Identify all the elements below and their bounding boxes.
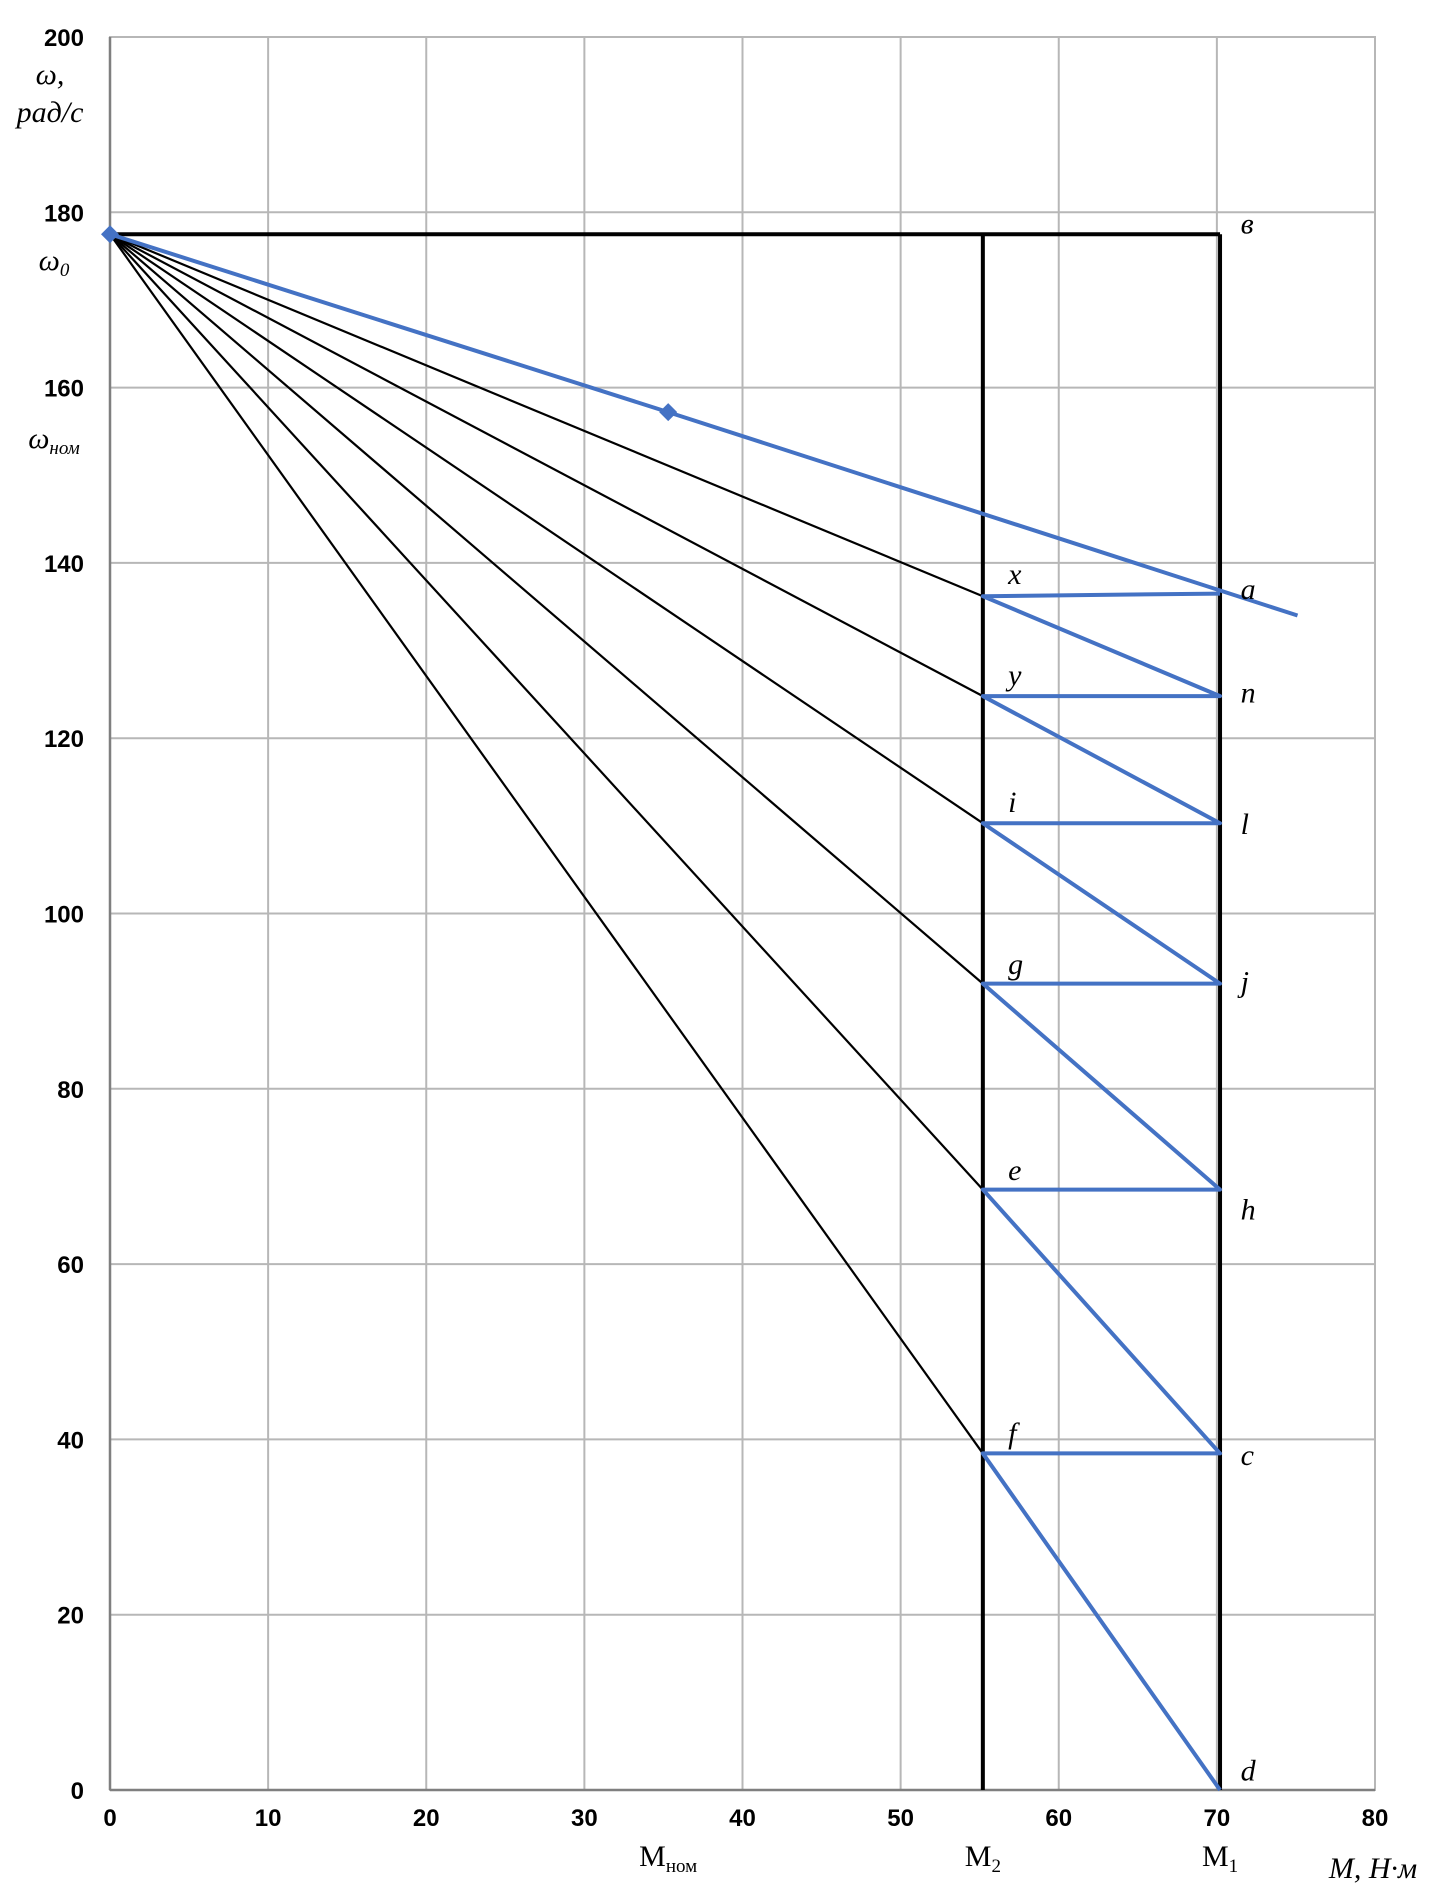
x-tick-label: 10 <box>255 1805 282 1832</box>
x-marker-label: Mном <box>639 1840 697 1877</box>
y-marker-label: ω0 <box>39 244 70 281</box>
x-tick-label: 50 <box>887 1805 914 1832</box>
y-tick-label: 0 <box>71 1778 84 1805</box>
y-tick-label: 200 <box>44 25 84 52</box>
y-tick-label: 100 <box>44 902 84 929</box>
plot-lines <box>109 232 1299 1792</box>
data-markers <box>101 225 678 422</box>
x-tick-label: 0 <box>103 1805 116 1832</box>
x-marker-label: M1 <box>1202 1840 1238 1877</box>
y-tick-label: 140 <box>44 551 84 578</box>
point-label: j <box>1237 966 1249 999</box>
x-tick-label: 80 <box>1362 1805 1389 1832</box>
grid <box>109 36 1376 1791</box>
natural-characteristic-marker <box>101 225 119 244</box>
y-tick-label: 80 <box>57 1077 84 1104</box>
axes <box>108 37 1375 1792</box>
y-axis-label-line1: ω, рад/с <box>15 58 84 129</box>
artificial-characteristic-line <box>109 233 984 1455</box>
point-label: y <box>1005 659 1022 692</box>
point-label: h <box>1241 1194 1256 1227</box>
point-label: c <box>1241 1439 1254 1472</box>
point-label: в <box>1241 207 1254 240</box>
point-label: x <box>1007 558 1022 591</box>
point-label: f <box>1008 1417 1020 1450</box>
starting-path-line <box>980 591 1223 1792</box>
point-label: i <box>1008 786 1016 819</box>
chart-text: ω, рад/с M, Н·м 0 10 20 30 40 50 60 70 80 0 20 40 60 8… <box>15 25 1418 1885</box>
y-tick-label: 60 <box>57 1252 84 1279</box>
point-label: n <box>1241 676 1256 709</box>
y-tick-label: 120 <box>44 726 84 753</box>
x-marker-label: M2 <box>965 1840 1001 1877</box>
y-tick-label: 20 <box>57 1603 84 1630</box>
point-label: g <box>1008 948 1023 981</box>
y-tick-label: 160 <box>44 376 84 403</box>
artificial-characteristic-line <box>109 233 984 598</box>
natural-characteristic-line <box>109 232 1299 618</box>
artificial-characteristic-line <box>109 233 984 985</box>
y-marker-label: ωном <box>28 422 80 459</box>
natural-characteristic-marker <box>659 403 678 422</box>
x-axis-label: M, Н·м <box>1328 1852 1417 1885</box>
y-tick-label: 40 <box>57 1427 84 1454</box>
artificial-characteristic-line <box>109 233 984 1191</box>
x-tick-label: 20 <box>413 1805 440 1832</box>
point-label: l <box>1241 808 1249 841</box>
point-label: e <box>1008 1154 1021 1187</box>
x-tick-label: 30 <box>571 1805 598 1832</box>
x-tick-label: 60 <box>1045 1805 1072 1832</box>
point-label: d <box>1241 1754 1257 1787</box>
y-tick-label: 180 <box>44 200 84 227</box>
point-label: a <box>1241 573 1256 606</box>
artificial-characteristic-line <box>109 233 984 825</box>
artificial-characteristic-line <box>109 233 984 698</box>
x-tick-label: 70 <box>1204 1805 1231 1832</box>
x-tick-label: 40 <box>729 1805 756 1832</box>
